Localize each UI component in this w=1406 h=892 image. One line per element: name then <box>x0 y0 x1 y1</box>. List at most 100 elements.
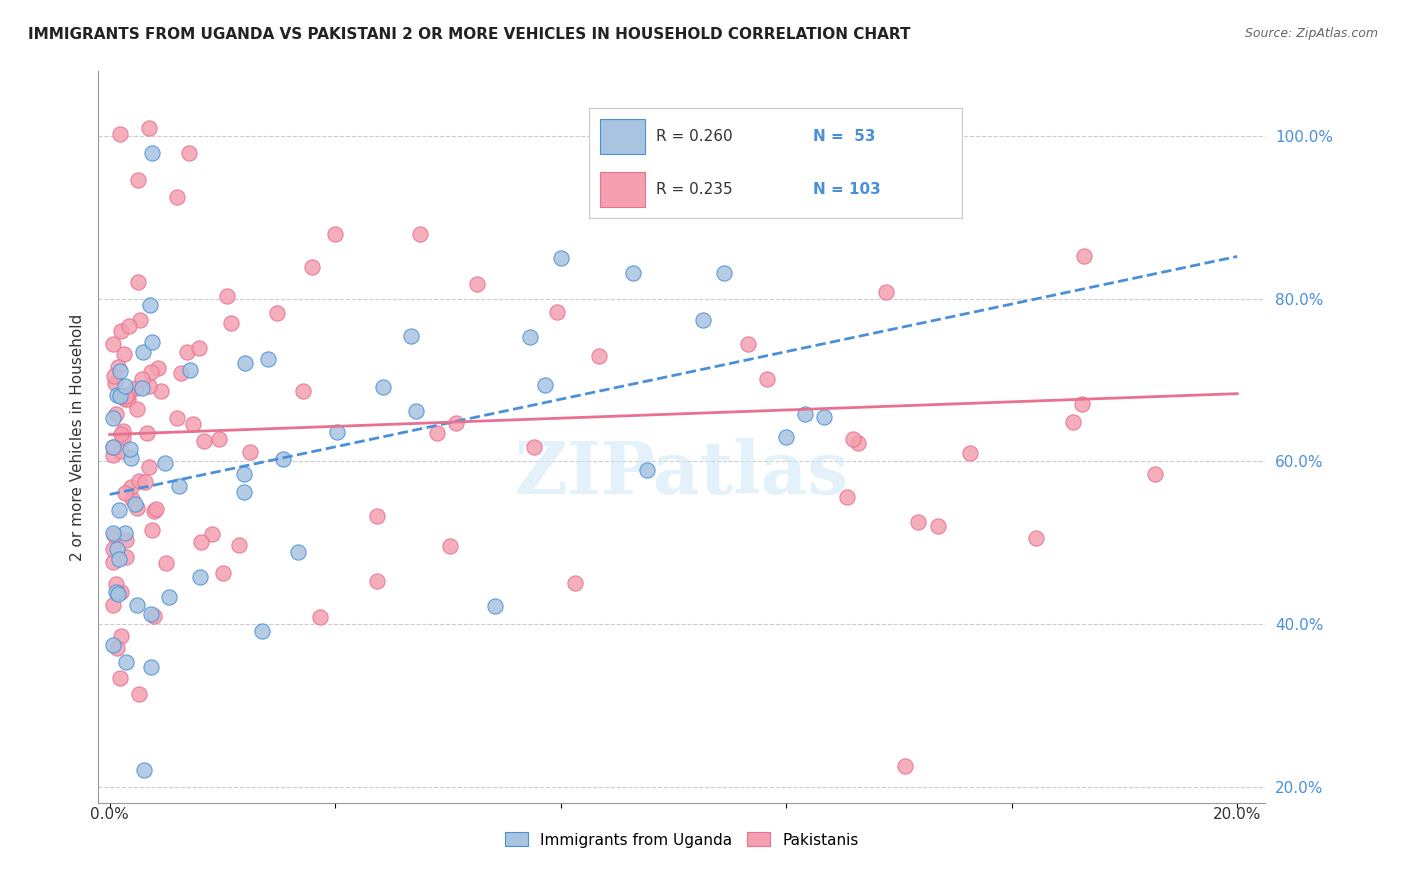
Point <box>131 372 153 386</box>
Point <box>142 609 165 624</box>
Point <box>534 378 557 392</box>
Point <box>426 426 449 441</box>
Point <box>366 574 388 589</box>
Point <box>190 535 212 549</box>
Point <box>105 387 128 401</box>
Point <box>256 351 278 366</box>
Point <box>232 467 254 482</box>
Point <box>271 452 294 467</box>
Point <box>138 379 160 393</box>
Point <box>104 376 127 390</box>
Point <box>157 590 180 604</box>
Point <box>239 445 262 459</box>
Text: ZIPatlas: ZIPatlas <box>515 438 849 509</box>
Point <box>550 252 572 266</box>
Point <box>927 519 949 533</box>
Point <box>326 425 349 440</box>
Point <box>101 638 124 652</box>
Point <box>127 276 149 290</box>
Point <box>793 133 815 147</box>
Point <box>190 570 212 584</box>
Point <box>409 227 432 241</box>
Point <box>1062 415 1084 429</box>
Point <box>141 334 163 349</box>
Point <box>108 364 131 378</box>
Point <box>177 145 200 160</box>
Point <box>108 671 131 685</box>
Point <box>110 629 132 643</box>
Point <box>564 576 586 591</box>
Point <box>201 527 224 541</box>
Point <box>117 387 139 401</box>
Point <box>141 145 163 160</box>
Point <box>121 491 143 506</box>
Point <box>105 542 128 557</box>
Point <box>837 490 859 504</box>
Point <box>101 440 124 454</box>
Point <box>636 463 658 477</box>
Point <box>546 305 568 319</box>
Text: 20.0%: 20.0% <box>1213 807 1261 822</box>
Point <box>107 587 129 601</box>
Point <box>134 475 156 489</box>
Point <box>827 171 849 186</box>
Point <box>228 538 250 552</box>
Point <box>775 430 797 444</box>
Point <box>1073 249 1095 263</box>
Point <box>875 285 897 299</box>
Point <box>794 407 817 421</box>
Point <box>138 121 160 136</box>
Point <box>110 427 132 442</box>
Point <box>150 384 173 399</box>
Point <box>135 426 157 441</box>
Text: Source: ZipAtlas.com: Source: ZipAtlas.com <box>1244 27 1378 40</box>
Point <box>907 516 929 530</box>
Point <box>110 324 132 338</box>
Point <box>166 190 188 204</box>
Point <box>110 584 132 599</box>
Point <box>366 508 388 523</box>
Point <box>145 501 167 516</box>
Point <box>401 328 423 343</box>
Point <box>737 336 759 351</box>
Point <box>484 599 506 613</box>
Point <box>118 319 141 334</box>
Point <box>179 362 201 376</box>
Point <box>110 388 132 402</box>
Point <box>104 407 127 421</box>
Point <box>292 384 315 398</box>
Point <box>115 389 138 403</box>
Y-axis label: 2 or more Vehicles in Household: 2 or more Vehicles in Household <box>69 313 84 561</box>
Point <box>193 434 215 449</box>
Point <box>217 289 239 303</box>
Point <box>124 497 146 511</box>
Point <box>846 436 869 450</box>
Point <box>211 566 233 581</box>
Point <box>301 260 323 275</box>
Point <box>108 127 131 141</box>
Point <box>167 478 190 492</box>
Point <box>110 389 132 403</box>
Point <box>104 577 127 591</box>
Point <box>105 640 128 655</box>
Point <box>841 432 863 446</box>
Point <box>101 411 124 425</box>
Point <box>101 440 124 454</box>
Text: IMMIGRANTS FROM UGANDA VS PAKISTANI 2 OR MORE VEHICLES IN HOUSEHOLD CORRELATION : IMMIGRANTS FROM UGANDA VS PAKISTANI 2 OR… <box>28 27 911 42</box>
Point <box>405 404 427 418</box>
Point <box>959 446 981 460</box>
Point <box>166 411 188 425</box>
Point <box>120 479 142 493</box>
Point <box>519 330 541 344</box>
Point <box>111 424 134 438</box>
Point <box>308 610 330 624</box>
Point <box>232 485 254 500</box>
Point <box>112 347 135 361</box>
Point <box>713 266 735 280</box>
Point <box>103 369 125 384</box>
Point <box>219 316 242 330</box>
Point <box>111 431 134 445</box>
Point <box>132 345 155 359</box>
Point <box>127 173 149 187</box>
Point <box>128 687 150 701</box>
